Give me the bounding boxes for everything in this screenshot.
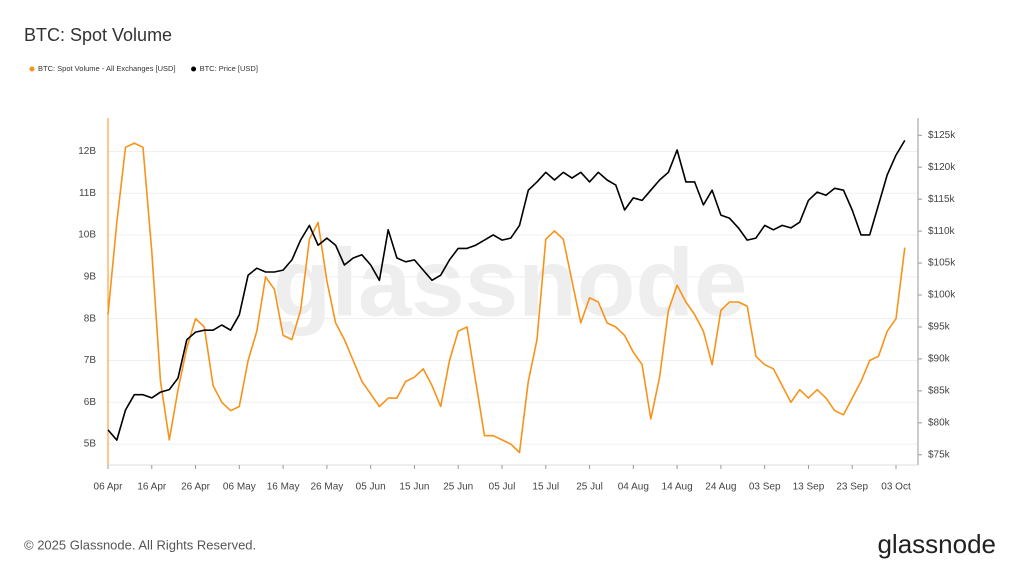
y-tick-label: 9B <box>84 272 97 283</box>
x-tick-label: 24 Aug <box>705 482 736 493</box>
x-tick-label: 03 Sep <box>749 482 781 493</box>
x-tick-label: 06 May <box>223 482 256 493</box>
y2-tick-label: $90k <box>928 354 951 365</box>
y-tick-label: 7B <box>84 355 97 366</box>
x-tick-label: 25 Jun <box>443 482 473 493</box>
legend-marker <box>29 66 35 72</box>
legend-label: BTC: Price [USD] <box>200 64 258 73</box>
y-tick-label: 11B <box>79 188 96 199</box>
y2-tick-label: $110k <box>928 226 956 237</box>
line-series <box>107 139 906 441</box>
y-tick-label: 10B <box>78 230 96 241</box>
x-tick-label: 06 Apr <box>94 482 124 493</box>
y2-tick-label: $95k <box>928 322 951 333</box>
x-tick-label: 15 Jun <box>399 482 429 493</box>
x-tick-label: 25 Jul <box>576 482 603 493</box>
x-tick-label: 13 Sep <box>793 482 825 493</box>
x-tick-label: 03 Oct <box>881 482 911 493</box>
y2-tick-label: $125k <box>928 130 956 141</box>
legend-marker <box>191 66 197 72</box>
x-tick-label: 23 Sep <box>836 482 868 493</box>
line-series <box>107 142 906 454</box>
y2-tick-label: $115k <box>928 194 956 205</box>
y-tick-label: 5B <box>84 439 97 450</box>
x-tick-label: 04 Aug <box>618 482 649 493</box>
chart-title: BTC: Spot Volume <box>24 25 172 45</box>
y-tick-label: 12B <box>78 146 96 157</box>
x-tick-label: 16 Apr <box>137 482 167 493</box>
y-tick-label: 6B <box>84 397 97 408</box>
y-tick-label: 8B <box>84 313 97 324</box>
y2-tick-label: $100k <box>928 290 956 301</box>
copyright: © 2025 Glassnode. All Rights Reserved. <box>24 537 256 552</box>
y2-tick-label: $85k <box>928 386 951 397</box>
x-tick-label: 14 Aug <box>662 482 693 493</box>
x-tick-label: 15 Jul <box>532 482 559 493</box>
watermark: glassnode <box>273 229 748 336</box>
y2-tick-label: $120k <box>928 162 956 173</box>
legend-label: BTC: Spot Volume - All Exchanges [USD] <box>38 64 176 73</box>
x-tick-label: 26 May <box>310 482 343 493</box>
x-tick-label: 05 Jun <box>356 482 386 493</box>
x-tick-label: 26 Apr <box>181 482 211 493</box>
y2-tick-label: $105k <box>928 258 956 269</box>
y2-tick-label: $75k <box>928 449 951 460</box>
y2-tick-label: $80k <box>928 417 951 428</box>
x-tick-label: 05 Jul <box>489 482 516 493</box>
logo: glassnode <box>877 529 996 559</box>
x-tick-label: 16 May <box>267 482 300 493</box>
